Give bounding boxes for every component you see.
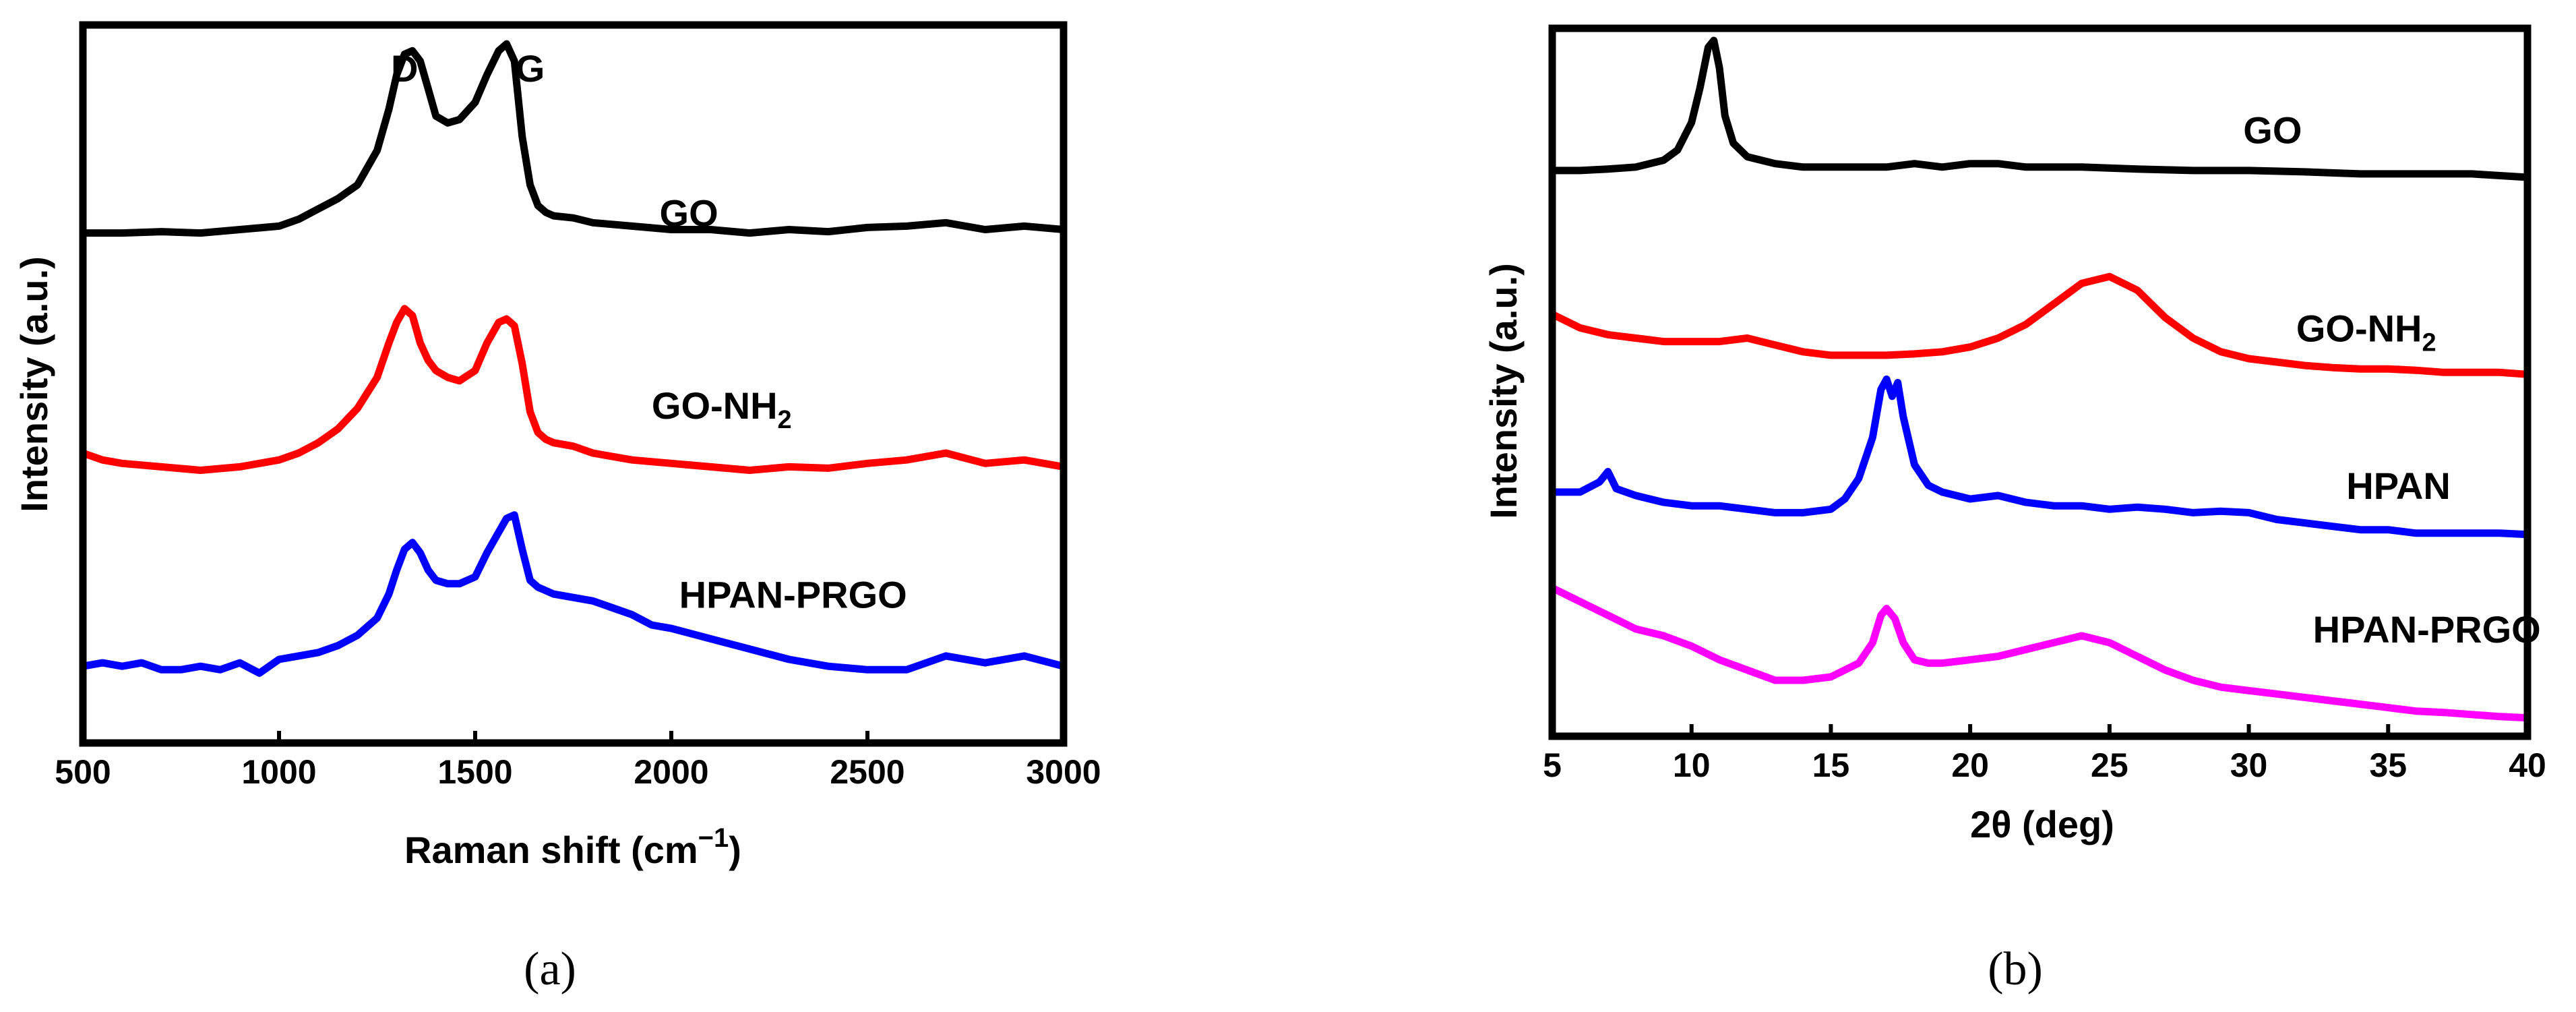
series-label-go-nh2: GO-NH2 <box>2296 307 2436 357</box>
panel-b-series <box>1548 36 2532 722</box>
series-label-hpan: HPAN <box>2346 465 2451 507</box>
series-label-hpan-prgo: HPAN-PRGO <box>679 574 907 616</box>
x-tick-label: 15 <box>1812 746 1850 784</box>
x-tick-label: 2000 <box>634 753 708 791</box>
series-label-main: GO <box>2243 109 2302 151</box>
x-tick-label: 1000 <box>241 753 316 791</box>
panel-b-y-axis-label: Intensity (a.u.) <box>1482 263 1525 519</box>
series-label-main: GO-NH <box>2296 307 2422 350</box>
series-line-go-nh2 <box>79 305 1068 474</box>
x-tick-label: 500 <box>55 753 111 791</box>
series-label-hpan-prgo: HPAN-PRGO <box>2313 608 2541 651</box>
panel-b-xrd: 5 10 15 20 25 30 35 40 GO GO-NH2 HPAN HPAN-PRGO In… <box>1482 24 2546 995</box>
x-tick-label: 2500 <box>830 753 904 791</box>
series-line-go <box>79 40 1068 237</box>
series-label-main: HPAN-PRGO <box>2313 608 2541 651</box>
x-tick-label: 1500 <box>437 753 512 791</box>
x-tick-label: 40 <box>2509 746 2546 784</box>
series-line-go <box>1548 36 2532 181</box>
panel-a-label: (a) <box>524 943 576 995</box>
panel-b-x-axis-label: 2θ (deg) <box>1970 803 2114 845</box>
series-line-hpan-prgo <box>1548 584 2532 722</box>
series-label-go: GO <box>660 191 718 234</box>
panel-a-y-axis-label: Intensity (a.u.) <box>13 256 55 512</box>
series-label-main: HPAN <box>2346 465 2451 507</box>
x-tick-label: 30 <box>2230 746 2268 784</box>
panel-a-raman: 500 1000 1500 2000 2500 3000 GO GO-NH2 HPAN-PRG… <box>13 21 1101 995</box>
x-tick-label: 20 <box>1951 746 1989 784</box>
panel-b-series-labels: GO GO-NH2 HPAN HPAN-PRGO <box>2243 109 2540 651</box>
panel-b-plot-frame <box>1548 24 2532 740</box>
series-label-main: GO-NH <box>652 384 778 427</box>
panel-a-x-ticks: 500 1000 1500 2000 2500 3000 <box>55 731 1101 791</box>
series-label-subscript: 2 <box>778 406 792 434</box>
peak-annotation-g: G <box>516 47 545 90</box>
series-line-hpan-prgo <box>79 511 1068 677</box>
panel-a-x-axis-label: Raman shift (cm−1) <box>404 823 741 871</box>
series-label-main: HPAN-PRGO <box>679 574 907 616</box>
panel-b-x-ticks: 5 10 15 20 25 30 35 40 <box>1543 724 2546 784</box>
panel-b-label: (b) <box>1988 943 2043 995</box>
series-line-hpan <box>1548 375 2532 539</box>
x-tick-label: 25 <box>2091 746 2128 784</box>
series-label-subscript: 2 <box>2422 329 2436 357</box>
x-tick-label: 10 <box>1673 746 1711 784</box>
series-label-go-nh2: GO-NH2 <box>652 384 792 434</box>
x-tick-label: 3000 <box>1026 753 1101 791</box>
series-label-main: GO <box>660 191 718 234</box>
peak-annotation-d: D <box>391 47 418 90</box>
panel-a-plot-frame <box>79 21 1068 747</box>
panel-a-x-axis-label-main: Raman shift (cm <box>404 829 698 871</box>
series-line-go-nh2 <box>1548 272 2532 378</box>
panel-a-series-labels: GO GO-NH2 HPAN-PRGO <box>652 191 907 616</box>
x-tick-label: 35 <box>2369 746 2407 784</box>
panel-a-series <box>79 40 1068 677</box>
panel-a-x-axis-label-superscript: −1 <box>698 823 729 853</box>
x-tick-label: 5 <box>1543 746 1562 784</box>
series-label-go: GO <box>2243 109 2302 151</box>
panel-a-x-axis-label-end: ) <box>729 829 741 871</box>
